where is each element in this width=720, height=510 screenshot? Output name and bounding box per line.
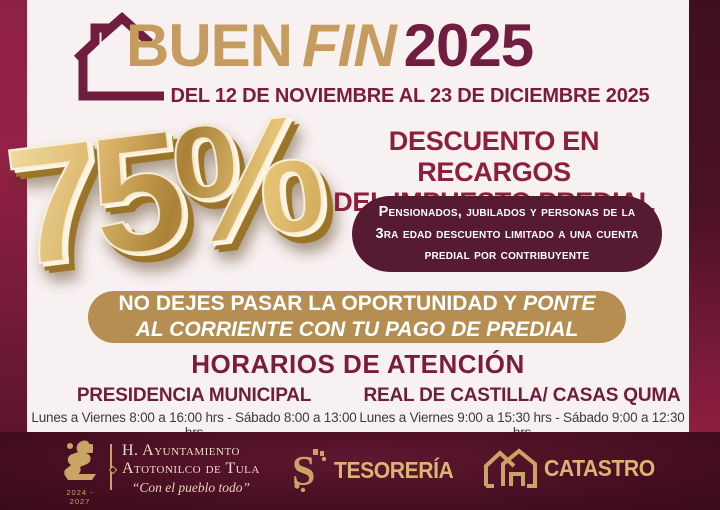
municipal-seal-group: 2024 - 2027 xyxy=(56,440,104,506)
cta-line1-italic: PONTE xyxy=(523,291,596,315)
cta-line2: AL CORRIENTE CON TU PAGO DE PREDIAL xyxy=(135,318,579,341)
page-title: BUEN FIN 2025 xyxy=(126,16,666,76)
cta-line1-regular: NO DEJES PASAR LA OPORTUNIDAD Y xyxy=(118,291,518,315)
schedule-location-real-de-castilla: REAL DE CASTILLA/ CASAS QUMA Lunes a Vie… xyxy=(358,385,686,440)
discount-percent: 75% xyxy=(0,77,357,303)
location-name: PRESIDENCIA MUNICIPAL xyxy=(76,385,312,406)
municipality-text: H. Ayuntamiento Atotonilco de Tula “Con … xyxy=(122,442,260,496)
footer-divider xyxy=(110,444,112,490)
schedule-title: HORARIOS DE ATENCIÓN xyxy=(191,349,525,379)
catastro-label: CATASTRO xyxy=(544,454,655,481)
title-year: 2025 xyxy=(403,12,534,79)
headline-line1: DESCUENTO EN RECARGOS xyxy=(388,126,600,187)
municipal-seal-icon xyxy=(64,440,96,480)
house-outline-icon xyxy=(74,11,164,101)
municipality-slogan: “Con el pueblo todo” xyxy=(131,479,250,495)
municipality-line2: Atotonilco de Tula xyxy=(122,460,260,478)
title-buen: BUEN xyxy=(126,12,293,79)
administration-term: 2024 - 2027 xyxy=(66,488,94,506)
treasury-department: S TESORERÍA xyxy=(291,448,464,492)
municipality-line1: H. Ayuntamiento xyxy=(122,442,240,459)
schedule-columns: PRESIDENCIA MUNICIPAL Lunes a Viernes 8:… xyxy=(30,385,686,440)
svg-text:S: S xyxy=(292,449,315,492)
double-house-icon xyxy=(484,448,537,488)
cta-line1: NO DEJES PASAR LA OPORTUNIDAD Y PONTE xyxy=(118,291,595,317)
catastro-department: CATASTRO xyxy=(483,448,664,488)
footer-bar: 2024 - 2027 H. Ayuntamiento Atotonilco d… xyxy=(0,432,720,510)
pensioners-note: Pensionados, jubilados y personas de la … xyxy=(352,196,662,272)
cta-banner: NO DEJES PASAR LA OPORTUNIDAD Y PONTE AL … xyxy=(88,291,626,343)
location-name: REAL DE CASTILLA/ CASAS QUMA xyxy=(363,385,681,406)
date-range: DEL 12 DE NOVIEMBRE AL 23 DE DICIEMBRE 2… xyxy=(170,85,650,107)
title-fin: FIN xyxy=(302,12,397,79)
aztec-dollar-icon: S xyxy=(292,449,327,492)
left-frame-border xyxy=(0,0,27,510)
treasury-label: TESORERÍA xyxy=(334,456,454,483)
right-frame-border xyxy=(689,0,720,510)
